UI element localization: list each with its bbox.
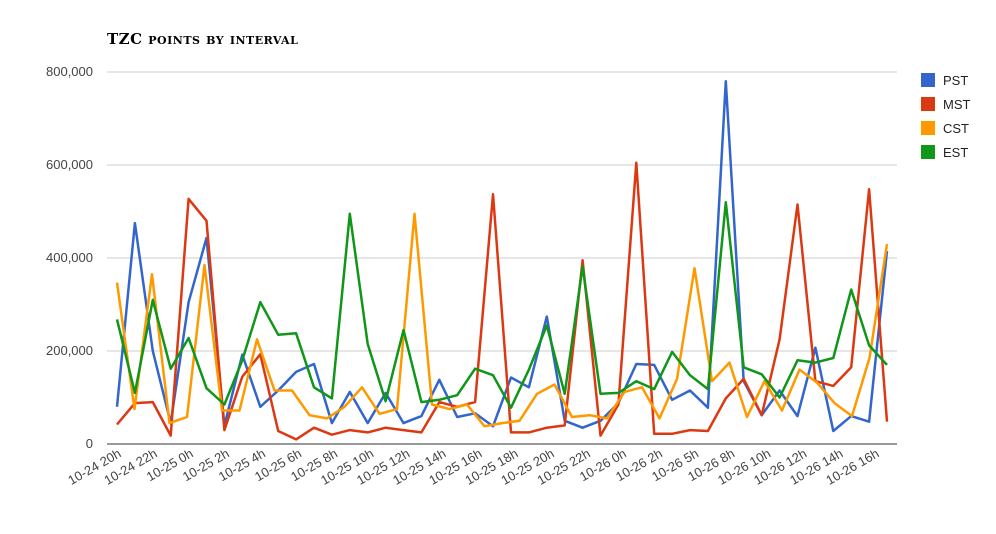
legend-swatch-pst	[921, 73, 935, 87]
gridlines	[107, 71, 897, 445]
series-lines	[115, 80, 889, 441]
y-tick-label: 600,000	[46, 157, 93, 172]
series-line-cst	[115, 212, 889, 428]
legend-swatch-est	[921, 145, 935, 159]
legend-swatch-cst	[921, 121, 935, 135]
series-line-est	[115, 200, 888, 409]
y-axis-labels: 0 200,000 400,000 600,000 800,000	[46, 64, 93, 451]
y-tick-label: 0	[86, 436, 93, 451]
legend-label-est: EST	[943, 145, 968, 160]
legend-label-cst: CST	[943, 121, 969, 136]
y-tick-label: 200,000	[46, 343, 93, 358]
series-line-mst	[116, 161, 889, 441]
legend-label-pst: PST	[943, 73, 968, 88]
legend: PST MST CST EST	[921, 73, 971, 160]
chart-title: TZC points by interval	[107, 30, 299, 48]
y-tick-label: 800,000	[46, 64, 93, 79]
y-tick-label: 400,000	[46, 250, 93, 265]
legend-swatch-mst	[921, 97, 935, 111]
legend-label-mst: MST	[943, 97, 971, 112]
